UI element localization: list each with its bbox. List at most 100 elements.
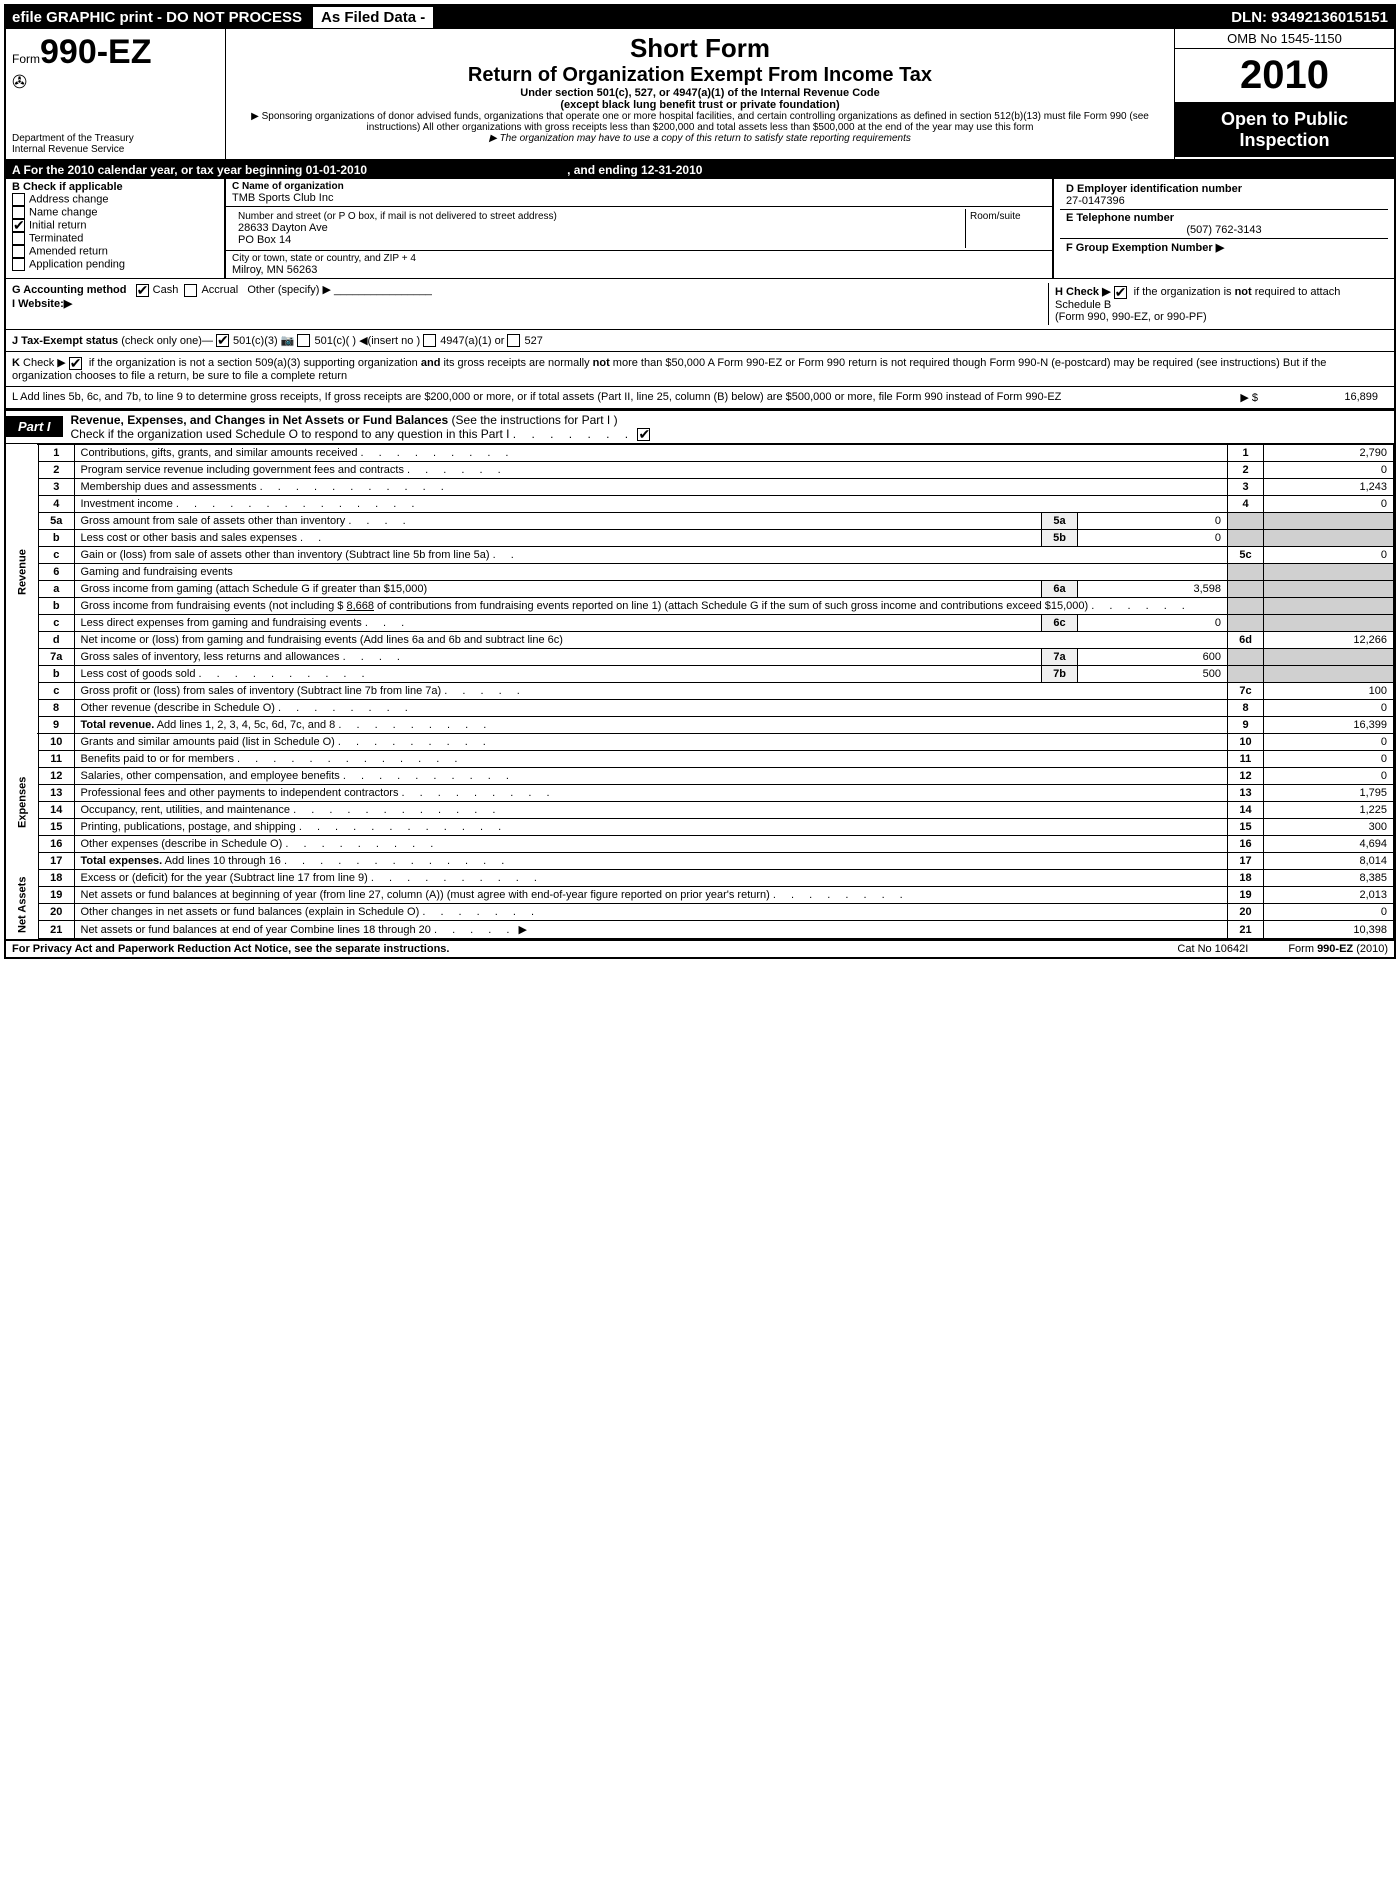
chk-name-change[interactable]: Name change [12, 206, 218, 219]
line12-value: 0 [1264, 768, 1394, 785]
ein-label: D Employer identification number [1066, 183, 1382, 195]
line17-value: 8,014 [1264, 853, 1394, 870]
efile-label: efile GRAPHIC print - DO NOT PROCESS [6, 7, 308, 28]
header-center: Short Form Return of Organization Exempt… [226, 29, 1174, 159]
subtitle1: Under section 501(c), 527, or 4947(a)(1)… [234, 87, 1166, 99]
line16-value: 4,694 [1264, 836, 1394, 853]
chk-terminated[interactable]: Terminated [12, 232, 218, 245]
netassets-side-label: Net Assets [6, 870, 38, 939]
chk-501c3[interactable] [216, 334, 229, 347]
j-label: J Tax-Exempt status [12, 335, 118, 347]
city: Milroy, MN 56263 [232, 264, 1046, 276]
j-note: (check only one)— [121, 335, 213, 347]
chk-initial-return[interactable]: Initial return [12, 219, 218, 232]
irs-eagle-icon: ✇ [12, 72, 219, 93]
l-arrow: ▶ $ [1198, 391, 1258, 404]
tax-year: 2010 [1175, 49, 1394, 103]
g-label: G Accounting method [12, 284, 126, 296]
line5c-value: 0 [1264, 547, 1394, 564]
section-g: G Accounting method Cash Accrual Other (… [12, 283, 1048, 297]
section-bcdef: B Check if applicable Address change Nam… [6, 179, 1394, 279]
ein-value: 27-0147396 [1066, 195, 1382, 207]
as-filed-label: As Filed Data - [312, 6, 434, 29]
line6a-value: 3,598 [1078, 581, 1228, 598]
section-d: D Employer identification number 27-0147… [1060, 181, 1388, 210]
group-exemption-label: F Group Exemption Number ▶ [1066, 241, 1382, 254]
revenue-side-label: Revenue [6, 445, 38, 700]
header-left: Form990-EZ ✇ Department of the Treasury … [6, 29, 226, 159]
h-label: H Check ▶ [1055, 286, 1111, 298]
part1-label: Part I [6, 416, 63, 437]
section-k: K Check ▶ if the organization is not a s… [6, 352, 1394, 387]
irs-label: Internal Revenue Service [12, 144, 219, 155]
section-i: I Website:▶ [12, 297, 1048, 310]
street-label: Number and street (or P O box, if mail i… [238, 211, 959, 222]
chk-527[interactable] [507, 334, 520, 347]
section-g-i-h: G Accounting method Cash Accrual Other (… [6, 279, 1394, 330]
form-prefix: Form [12, 52, 40, 66]
line9-value: 16,399 [1264, 717, 1394, 734]
form-page: efile GRAPHIC print - DO NOT PROCESS As … [4, 4, 1396, 959]
chk-501c[interactable] [297, 334, 310, 347]
line15-value: 300 [1264, 819, 1394, 836]
org-name-cell: C Name of organization TMB Sports Club I… [226, 179, 1052, 207]
org-name-label: C Name of organization [232, 181, 1046, 192]
line3-value: 1,243 [1264, 479, 1394, 496]
section-j: J Tax-Exempt status (check only one)— 50… [6, 330, 1394, 353]
line11-value: 0 [1264, 751, 1394, 768]
line19-value: 2,013 [1264, 887, 1394, 904]
phone-value: (507) 762-3143 [1066, 224, 1382, 236]
section-a-row: A For the 2010 calendar year, or tax yea… [6, 161, 1394, 179]
section-def: D Employer identification number 27-0147… [1054, 179, 1394, 278]
return-title: Return of Organization Exempt From Incom… [234, 64, 1166, 87]
room-label: Room/suite [966, 209, 1046, 248]
omb-number: OMB No 1545-1150 [1175, 29, 1394, 49]
street-cell: Number and street (or P O box, if mail i… [226, 207, 1052, 251]
line5b-value: 0 [1078, 530, 1228, 547]
footer-formno: Form 990-EZ (2010) [1288, 943, 1388, 955]
part1-table: Revenue 1Contributions, gifts, grants, a… [6, 444, 1394, 939]
street1: 28633 Dayton Ave [238, 222, 959, 234]
part1-title: Revenue, Expenses, and Changes in Net As… [63, 411, 663, 443]
sponsor-note: ▶ Sponsoring organizations of donor advi… [234, 111, 1166, 133]
otp-line2: Inspection [1179, 130, 1390, 151]
subtitle2: (except black lung benefit trust or priv… [234, 99, 1166, 111]
chk-accrual[interactable] [184, 284, 197, 297]
short-form-title: Short Form [234, 33, 1166, 64]
form-number: 990-EZ [40, 33, 152, 71]
chk-h[interactable] [1114, 286, 1127, 299]
header: Form990-EZ ✇ Department of the Treasury … [6, 29, 1394, 161]
chk-amended-return[interactable]: Amended return [12, 245, 218, 258]
camera-icon: 📷 [281, 335, 295, 347]
line10-value: 0 [1264, 734, 1394, 751]
h-text2: (Form 990, 990-EZ, or 990-PF) [1055, 311, 1207, 323]
section-a-ending: , and ending 12-31-2010 [567, 163, 702, 177]
footer-privacy: For Privacy Act and Paperwork Reduction … [12, 943, 449, 955]
chk-k[interactable] [69, 357, 82, 370]
top-bar: efile GRAPHIC print - DO NOT PROCESS As … [6, 6, 1394, 29]
chk-cash[interactable] [136, 284, 149, 297]
open-to-public: Open to Public Inspection [1175, 103, 1394, 157]
chk-application-pending[interactable]: Application pending [12, 258, 218, 271]
line20-value: 0 [1264, 904, 1394, 921]
chk-part1-scho[interactable] [637, 428, 650, 441]
l-text: L Add lines 5b, 6c, and 7b, to line 9 to… [12, 391, 1198, 404]
line18-value: 8,385 [1264, 870, 1394, 887]
line13-value: 1,795 [1264, 785, 1394, 802]
copy-note: ▶ The organization may have to use a cop… [234, 133, 1166, 144]
section-e: E Telephone number (507) 762-3143 [1060, 210, 1388, 239]
line2-value: 0 [1264, 462, 1394, 479]
chk-4947[interactable] [423, 334, 436, 347]
section-l: L Add lines 5b, 6c, and 7b, to line 9 to… [6, 387, 1394, 409]
street2: PO Box 14 [238, 234, 959, 246]
section-h: H Check ▶ if the organization is not req… [1048, 283, 1388, 325]
chk-address-change[interactable]: Address change [12, 193, 218, 206]
city-label: City or town, state or country, and ZIP … [232, 253, 1046, 264]
line5a-value: 0 [1078, 513, 1228, 530]
line6b-desc: Gross income from fundraising events (no… [81, 600, 1089, 612]
expenses-side-label: Expenses [6, 734, 38, 870]
line6c-value: 0 [1078, 615, 1228, 632]
otp-line1: Open to Public [1179, 109, 1390, 130]
line6d-value: 12,266 [1264, 632, 1394, 649]
section-b: B Check if applicable Address change Nam… [6, 179, 226, 278]
